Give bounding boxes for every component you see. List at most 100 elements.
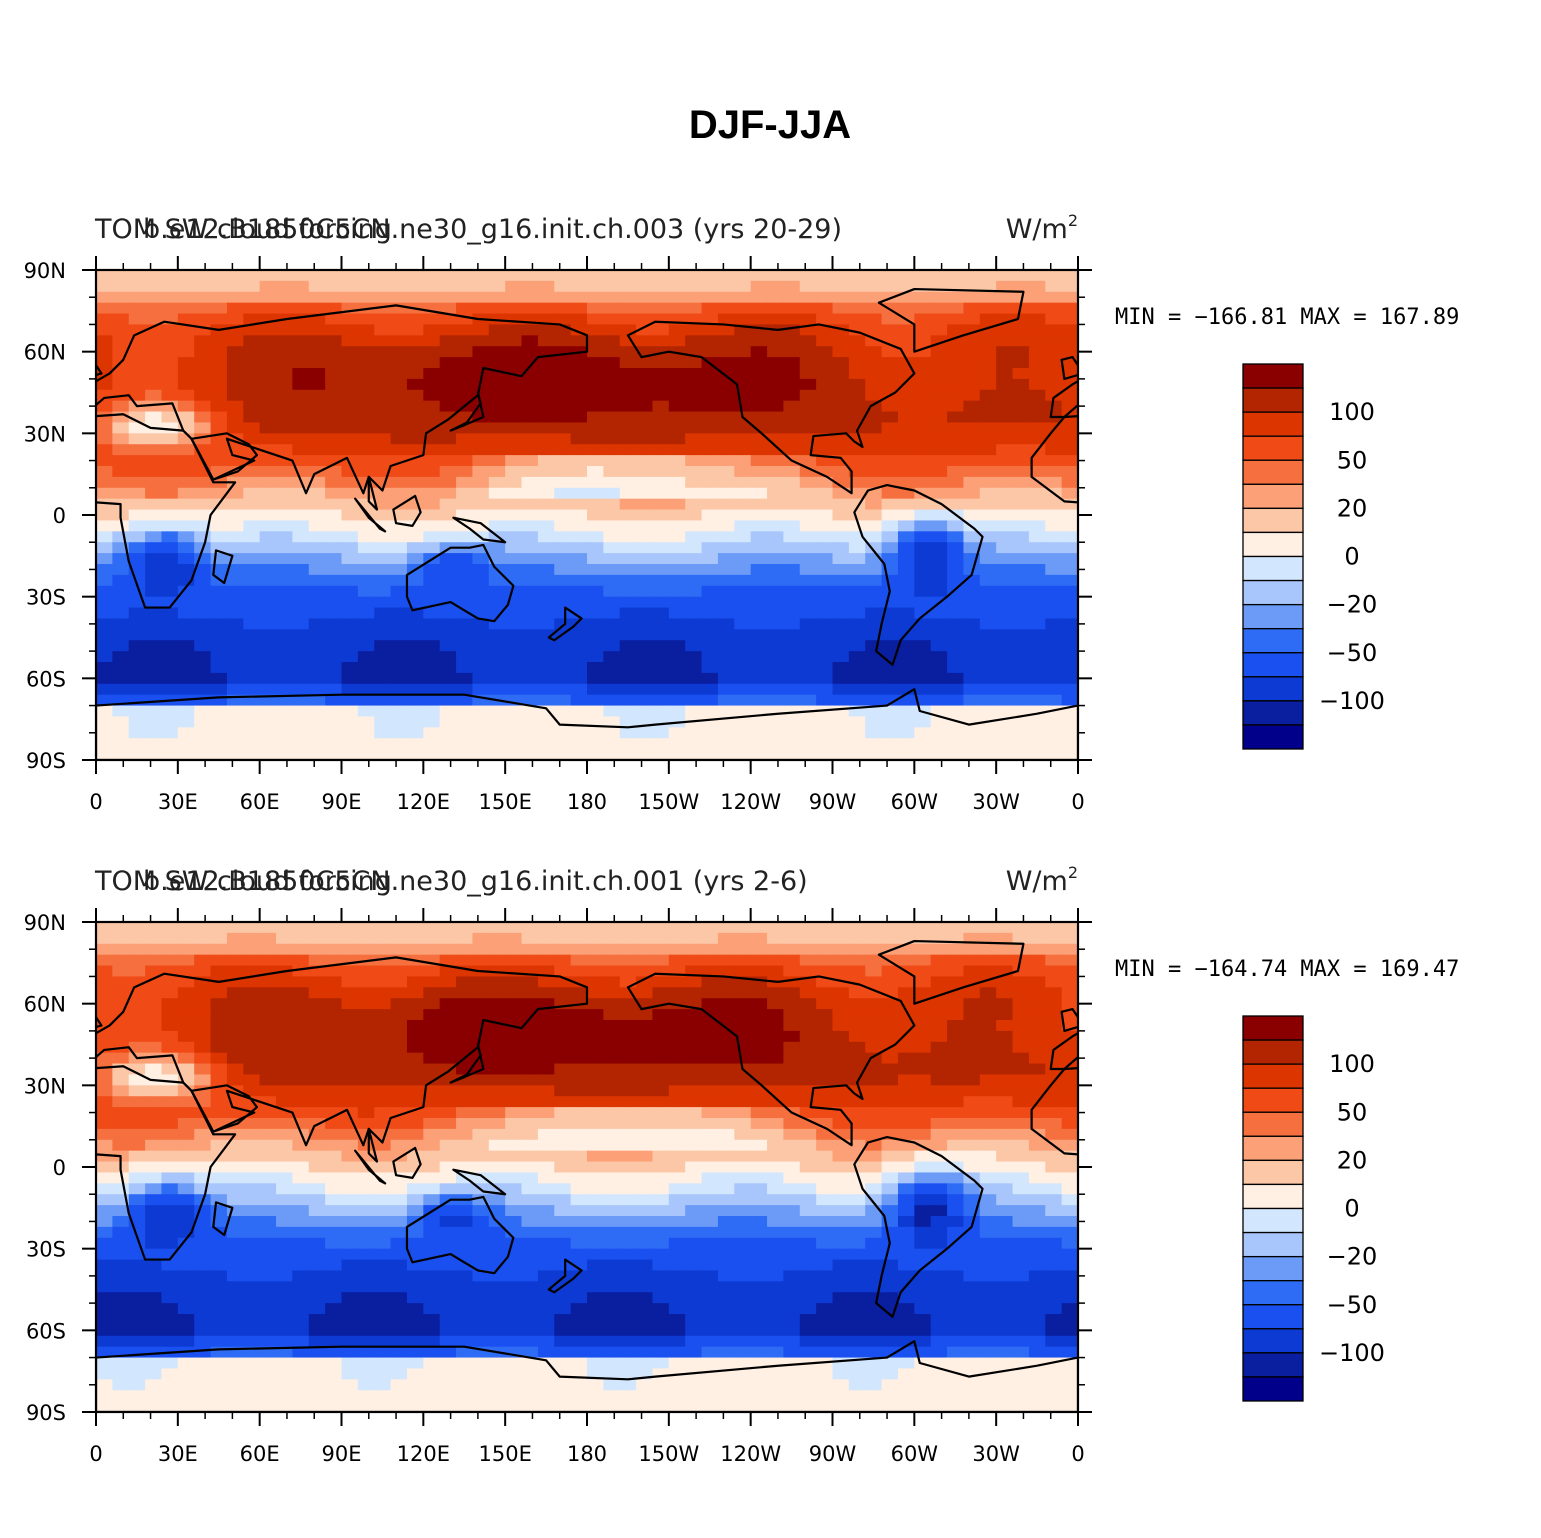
- field-cell: [357, 291, 375, 304]
- field-cell: [1028, 509, 1046, 522]
- field-cell: [161, 346, 179, 358]
- field-cell: [243, 1237, 261, 1250]
- field-cell: [897, 987, 915, 999]
- field-cell: [652, 1063, 670, 1076]
- field-cell: [423, 378, 441, 391]
- field-cell: [259, 1259, 277, 1272]
- field-cell: [734, 1270, 752, 1282]
- field-cell: [636, 1030, 654, 1043]
- field-cell: [537, 585, 555, 598]
- field-cell: [439, 1041, 457, 1054]
- field-cell: [161, 466, 179, 478]
- field-cell: [521, 629, 539, 641]
- field-cell: [243, 389, 261, 402]
- field-cell: [276, 455, 293, 467]
- units-base: W/m: [1006, 866, 1068, 897]
- field-cell: [259, 564, 277, 576]
- field-cell: [832, 498, 850, 511]
- field-cell: [816, 1292, 834, 1304]
- field-cell: [439, 400, 457, 413]
- field-cell: [521, 987, 539, 999]
- field-cell: [1061, 727, 1078, 739]
- field-cell: [947, 749, 965, 760]
- field-cell: [390, 683, 408, 696]
- field-cell: [145, 965, 163, 978]
- field-cell: [1061, 291, 1078, 304]
- field-cell: [947, 1281, 965, 1293]
- field-cell: [374, 280, 392, 293]
- field-cell: [767, 1085, 784, 1097]
- field-cell: [96, 954, 113, 967]
- field-cell: [243, 922, 261, 934]
- field-cell: [1028, 1139, 1046, 1152]
- field-cell: [1061, 629, 1078, 641]
- field-cell: [668, 313, 686, 326]
- field-cell: [226, 640, 244, 652]
- field-cell: [357, 1020, 375, 1032]
- field-cell: [914, 1128, 932, 1141]
- field-cell: [717, 291, 735, 304]
- field-cell: [521, 1063, 539, 1076]
- field-cell: [341, 1107, 359, 1119]
- field-cell: [406, 498, 424, 511]
- field-cell: [537, 476, 555, 489]
- field-cell: [668, 727, 686, 739]
- field-cell: [685, 1237, 703, 1250]
- field-cell: [488, 324, 506, 336]
- field-cell: [210, 564, 228, 576]
- field-cell: [685, 607, 703, 620]
- field-cell: [963, 1128, 981, 1141]
- field-cell: [554, 1270, 572, 1282]
- field-cell: [406, 662, 424, 674]
- field-cell: [979, 629, 997, 641]
- field-cell: [668, 596, 686, 609]
- field-cell: [1012, 400, 1030, 413]
- field-cell: [979, 1172, 997, 1184]
- field-cell: [177, 662, 195, 674]
- field-cell: [406, 1161, 424, 1174]
- field-cell: [881, 662, 899, 674]
- field-cell: [210, 672, 228, 685]
- field-cell: [587, 291, 604, 304]
- field-cell: [587, 1194, 604, 1206]
- field-cell: [1028, 433, 1046, 445]
- field-cell: [636, 1139, 654, 1152]
- field-cell: [145, 1226, 163, 1239]
- field-cell: [423, 1020, 441, 1032]
- field-cell: [472, 1041, 490, 1054]
- field-cell: [717, 531, 735, 543]
- field-cell: [848, 1161, 866, 1174]
- field-cell: [406, 444, 424, 456]
- field-cell: [930, 324, 948, 336]
- field-cell: [308, 302, 326, 315]
- field-cell: [603, 1183, 621, 1195]
- field-cell: [537, 694, 555, 707]
- field-cell: [636, 291, 654, 304]
- field-cell: [128, 1226, 146, 1239]
- field-cell: [701, 1139, 719, 1152]
- field-cell: [357, 378, 375, 391]
- field-cell: [423, 498, 441, 511]
- field-cell: [701, 368, 719, 380]
- field-cell: [325, 716, 343, 728]
- field-cell: [767, 618, 784, 630]
- field-cell: [488, 291, 506, 304]
- field-cell: [734, 487, 752, 500]
- field-cell: [619, 1172, 637, 1184]
- field-cell: [996, 1139, 1014, 1152]
- field-cell: [374, 607, 392, 620]
- field-cell: [799, 378, 817, 391]
- field-cell: [767, 1270, 784, 1282]
- field-cell: [914, 542, 932, 554]
- field-cell: [423, 476, 441, 489]
- field-cell: [325, 1292, 343, 1304]
- field-cell: [783, 1118, 801, 1130]
- field-cell: [619, 1085, 637, 1097]
- field-cell: [881, 1096, 899, 1108]
- field-cell: [226, 487, 244, 500]
- field-cell: [161, 640, 179, 652]
- field-cell: [865, 1139, 883, 1152]
- field-cell: [865, 1107, 883, 1119]
- panel-top: TOM SW cloud forcingb.e12.B1850C5CN.ne30…: [24, 211, 1460, 814]
- field-cell: [537, 922, 555, 934]
